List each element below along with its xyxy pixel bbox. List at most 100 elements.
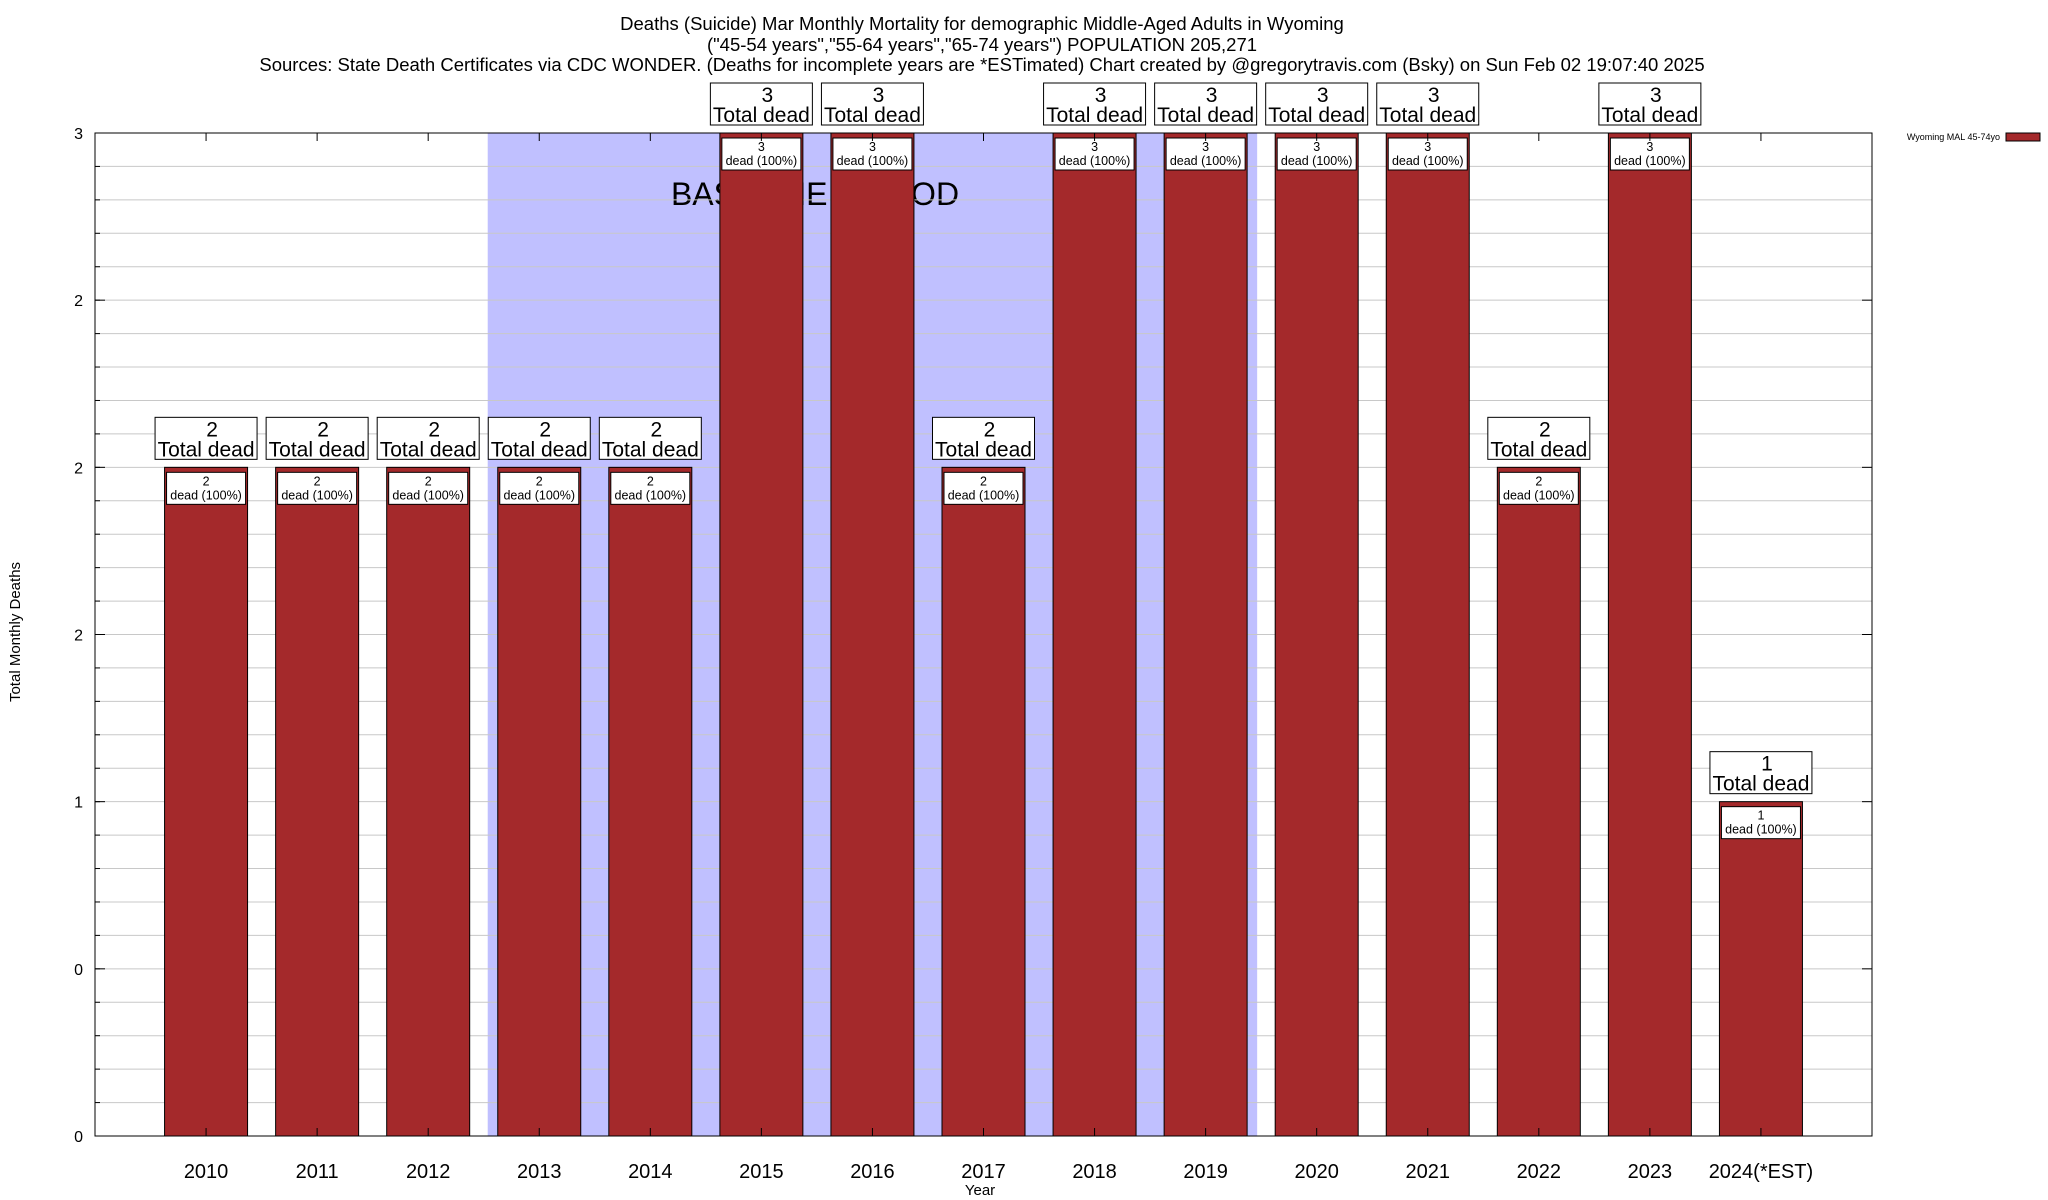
total-label-text: Total dead xyxy=(158,438,255,461)
inner-label-box xyxy=(1720,806,1801,840)
bar xyxy=(830,132,915,1137)
total-label-text: Total dead xyxy=(824,104,921,127)
total-label-count: 2 xyxy=(539,418,551,441)
inner-label-count: 2 xyxy=(536,474,543,488)
bar xyxy=(497,466,582,1137)
total-label-box xyxy=(1376,82,1480,126)
legend: Wyoming MAL 45-74yo xyxy=(1907,132,2041,142)
bar xyxy=(608,466,693,1137)
total-label-text: Total dead xyxy=(1712,773,1809,796)
inner-label-count: 3 xyxy=(869,140,876,154)
inner-label-box xyxy=(1387,137,1468,171)
inner-label-count: 3 xyxy=(758,140,765,154)
legend-swatch xyxy=(2005,132,2041,142)
inner-label-box xyxy=(1054,137,1135,171)
inner-label-count: 1 xyxy=(1757,809,1764,823)
total-label-text: Total dead xyxy=(1046,104,1143,127)
inner-label-box xyxy=(1498,471,1579,505)
x-tick-label: 2021 xyxy=(1406,1161,1451,1183)
inner-label-count: 2 xyxy=(203,474,210,488)
x-tick-label: 2020 xyxy=(1294,1161,1339,1183)
total-label-box xyxy=(709,82,813,126)
inner-label-count: 3 xyxy=(1091,140,1098,154)
inner-label-box xyxy=(610,471,691,505)
total-label-text: Total dead xyxy=(1157,104,1254,127)
y-tick-label: 2 xyxy=(74,293,83,310)
total-label-text: Total dead xyxy=(1490,438,1587,461)
y-tick-label: 1 xyxy=(74,795,83,812)
x-tick-label: 2022 xyxy=(1517,1161,1562,1183)
inner-label-text: dead (100%) xyxy=(281,488,353,502)
total-label-text: Total dead xyxy=(491,438,588,461)
inner-label-text: dead (100%) xyxy=(1392,154,1464,168)
total-label-count: 2 xyxy=(206,418,218,441)
bar xyxy=(719,132,804,1137)
inner-label-count: 2 xyxy=(425,474,432,488)
total-label-count: 3 xyxy=(1650,84,1662,107)
bar xyxy=(1718,801,1803,1137)
total-label-count: 3 xyxy=(762,84,774,107)
total-label-text: Total dead xyxy=(269,438,366,461)
total-label-box xyxy=(1487,416,1591,460)
total-label-text: Total dead xyxy=(1601,104,1698,127)
y-axis-ticks: 0 0 1 2 2 2 3 xyxy=(74,126,1872,1146)
bar xyxy=(1274,132,1359,1137)
bar xyxy=(1052,132,1137,1137)
inner-label-text: dead (100%) xyxy=(1503,488,1575,502)
total-label-text: Total dead xyxy=(713,104,810,127)
inner-label-text: dead (100%) xyxy=(1725,823,1797,837)
total-label-box xyxy=(376,416,480,460)
inner-label-box xyxy=(1609,137,1690,171)
total-label-count: 3 xyxy=(1428,84,1440,107)
x-tick-label: 2017 xyxy=(961,1161,1006,1183)
inner-label-text: dead (100%) xyxy=(392,488,464,502)
inner-label-text: dead (100%) xyxy=(615,488,687,502)
inner-label-box xyxy=(1165,137,1246,171)
inner-label-box xyxy=(832,137,913,171)
inner-label-box xyxy=(943,471,1024,505)
total-label-count: 2 xyxy=(650,418,662,441)
bar xyxy=(164,466,249,1137)
total-label-box xyxy=(154,416,258,460)
total-label-text: Total dead xyxy=(1268,104,1365,127)
total-label-text: Total dead xyxy=(935,438,1032,461)
total-label-box xyxy=(487,416,591,460)
inner-label-box xyxy=(388,471,469,505)
total-label-count: 3 xyxy=(1095,84,1107,107)
y-tick-label: 3 xyxy=(74,126,83,143)
inner-label-text: dead (100%) xyxy=(1059,154,1131,168)
total-label-text: Total dead xyxy=(602,438,699,461)
x-tick-label: 2018 xyxy=(1072,1161,1117,1183)
total-label-box xyxy=(1043,82,1147,126)
x-axis-label: Year xyxy=(965,1182,995,1199)
inner-label-box xyxy=(1276,137,1357,171)
y-axis-label: Total Monthly Deaths xyxy=(7,562,24,702)
bar xyxy=(386,466,471,1137)
y-tick-label: 2 xyxy=(74,628,83,645)
total-label-box xyxy=(1265,82,1369,126)
bar xyxy=(1385,132,1470,1137)
x-axis-ticks: 2010 2011 2012 2013 2014 2015 2016 2017 2018 2019… xyxy=(184,133,1813,1183)
inner-label-box xyxy=(721,137,802,171)
chart-subtitle: ("45-54 years","55-64 years","65-74 year… xyxy=(707,34,1257,55)
x-tick-label: 2012 xyxy=(406,1161,451,1183)
inner-label-text: dead (100%) xyxy=(1614,154,1686,168)
total-label-text: Total dead xyxy=(1379,104,1476,127)
y-tick-label: 2 xyxy=(74,460,83,477)
inner-label-count: 3 xyxy=(1313,140,1320,154)
total-label-box xyxy=(265,416,369,460)
bars xyxy=(164,132,1803,1137)
inner-label-text: dead (100%) xyxy=(837,154,909,168)
x-tick-label: 2013 xyxy=(517,1161,562,1183)
inner-label-text: dead (100%) xyxy=(170,488,242,502)
total-label-box xyxy=(1154,82,1258,126)
bar xyxy=(1163,132,1248,1137)
x-tick-label: 2024(*EST) xyxy=(1709,1161,1814,1183)
total-label-count: 3 xyxy=(873,84,885,107)
bar xyxy=(1496,466,1581,1137)
inner-label-count: 3 xyxy=(1202,140,1209,154)
baseline-period-label: BASELINE PERIOD xyxy=(671,176,959,212)
total-label-count: 3 xyxy=(1206,84,1218,107)
